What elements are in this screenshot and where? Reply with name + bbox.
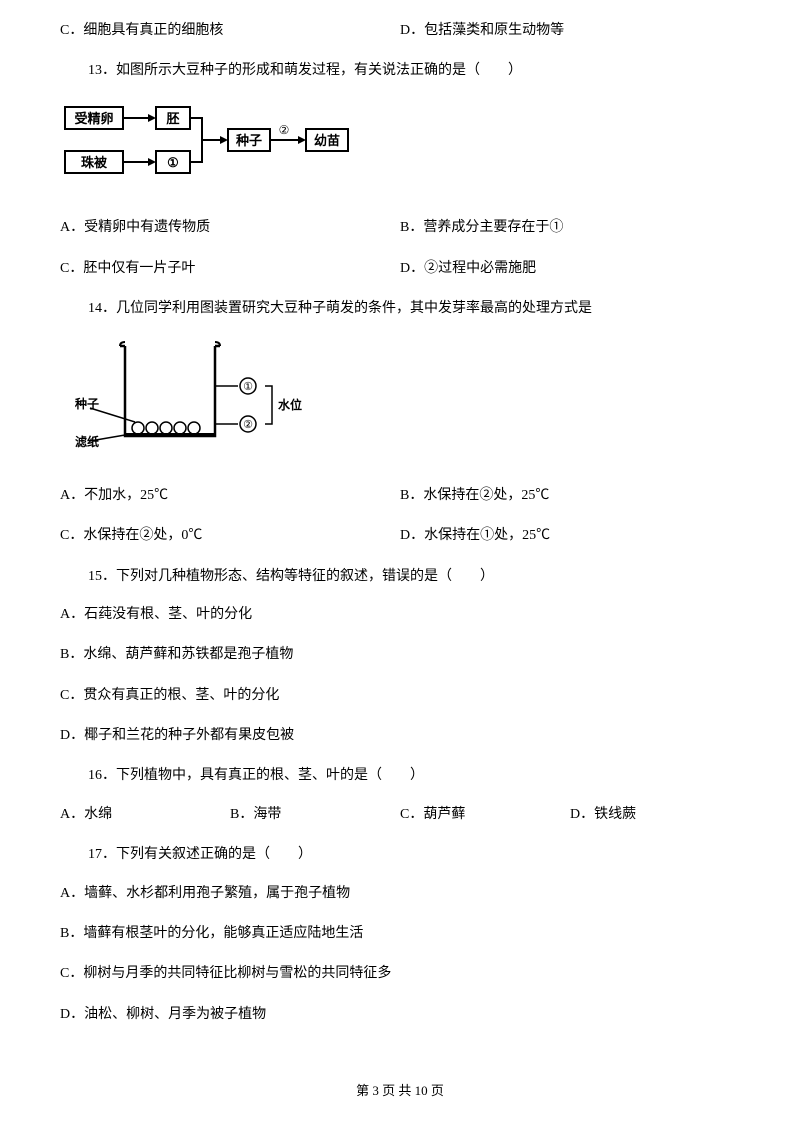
d-m2: ②	[243, 419, 253, 431]
q15-lead: 15．下列对几种植物形态、结构等特征的叙述，错误的是（ ）	[60, 566, 740, 588]
q16-a: A．水绵	[60, 804, 230, 826]
d-box3: 种子	[235, 133, 262, 148]
q17-d: D．油松、柳树、月季为被子植物	[60, 1004, 740, 1026]
q16-lead: 16．下列植物中，具有真正的根、茎、叶的是（ ）	[60, 765, 740, 787]
d-filter: 滤纸	[75, 434, 99, 449]
d-box4: 幼苗	[314, 133, 340, 148]
q13-c: C．胚中仅有一片子叶	[60, 258, 400, 280]
q14-c: C．水保持在②处，0℃	[60, 525, 400, 547]
d-box2: 胚	[166, 111, 179, 126]
q17-a: A．墙藓、水杉都利用孢子繁殖，属于孢子植物	[60, 883, 740, 905]
q13-ab: A．受精卵中有遗传物质 B．营养成分主要存在于①	[60, 217, 740, 239]
q13-a: A．受精卵中有遗传物质	[60, 217, 400, 239]
q16-c: C．葫芦藓	[400, 804, 570, 826]
q17-b: B．墙藓有根茎叶的分化，能够真正适应陆地生活	[60, 923, 740, 945]
q13-lead: 13．如图所示大豆种子的形成和萌发过程，有关说法正确的是（ ）	[60, 60, 740, 82]
q14-b: B．水保持在②处，25℃	[400, 485, 740, 507]
q14-a: A．不加水，25℃	[60, 485, 400, 507]
d-box1: 受精卵	[74, 111, 113, 126]
q14-diagram: 种子 滤纸 ① ② 水位	[60, 336, 340, 464]
d-arrow2: ②	[279, 123, 290, 137]
top-option-row: C．细胞具有真正的细胞核 D．包括藻类和原生动物等	[60, 20, 740, 42]
d-box5: 珠被	[81, 155, 108, 170]
page-footer: 第 3 页 共 10 页	[0, 1081, 800, 1102]
q14-d: D．水保持在①处，25℃	[400, 525, 740, 547]
d-seed: 种子	[74, 396, 99, 411]
q16-d: D．铁线蕨	[570, 804, 740, 826]
q15-c: C．贯众有真正的根、茎、叶的分化	[60, 685, 740, 707]
q13-cd: C．胚中仅有一片子叶 D．②过程中必需施肥	[60, 258, 740, 280]
q14-lead: 14．几位同学利用图装置研究大豆种子萌发的条件，其中发芽率最高的处理方式是	[60, 298, 740, 320]
q15-b: B．水绵、葫芦藓和苏铁都是孢子植物	[60, 644, 740, 666]
q13-b: B．营养成分主要存在于①	[400, 217, 740, 239]
q15-a: A．石莼没有根、茎、叶的分化	[60, 604, 740, 626]
d-water: 水位	[278, 397, 302, 412]
option-d: D．包括藻类和原生动物等	[400, 20, 740, 42]
option-c: C．细胞具有真正的细胞核	[60, 20, 400, 42]
q17-c: C．柳树与月季的共同特征比柳树与雪松的共同特征多	[60, 963, 740, 985]
q15-d: D．椰子和兰花的种子外都有果皮包被	[60, 725, 740, 747]
d-box6: ①	[167, 155, 179, 170]
q14-cd: C．水保持在②处，0℃ D．水保持在①处，25℃	[60, 525, 740, 547]
q16-b: B．海带	[230, 804, 400, 826]
q13-d: D．②过程中必需施肥	[400, 258, 740, 280]
d-m1: ①	[243, 381, 253, 393]
q14-ab: A．不加水，25℃ B．水保持在②处，25℃	[60, 485, 740, 507]
q13-diagram: 受精卵 胚 珠被 ① 种子 ② 幼苗	[60, 99, 340, 197]
q16-options: A．水绵 B．海带 C．葫芦藓 D．铁线蕨	[60, 804, 740, 826]
q17-lead: 17．下列有关叙述正确的是（ ）	[60, 844, 740, 866]
